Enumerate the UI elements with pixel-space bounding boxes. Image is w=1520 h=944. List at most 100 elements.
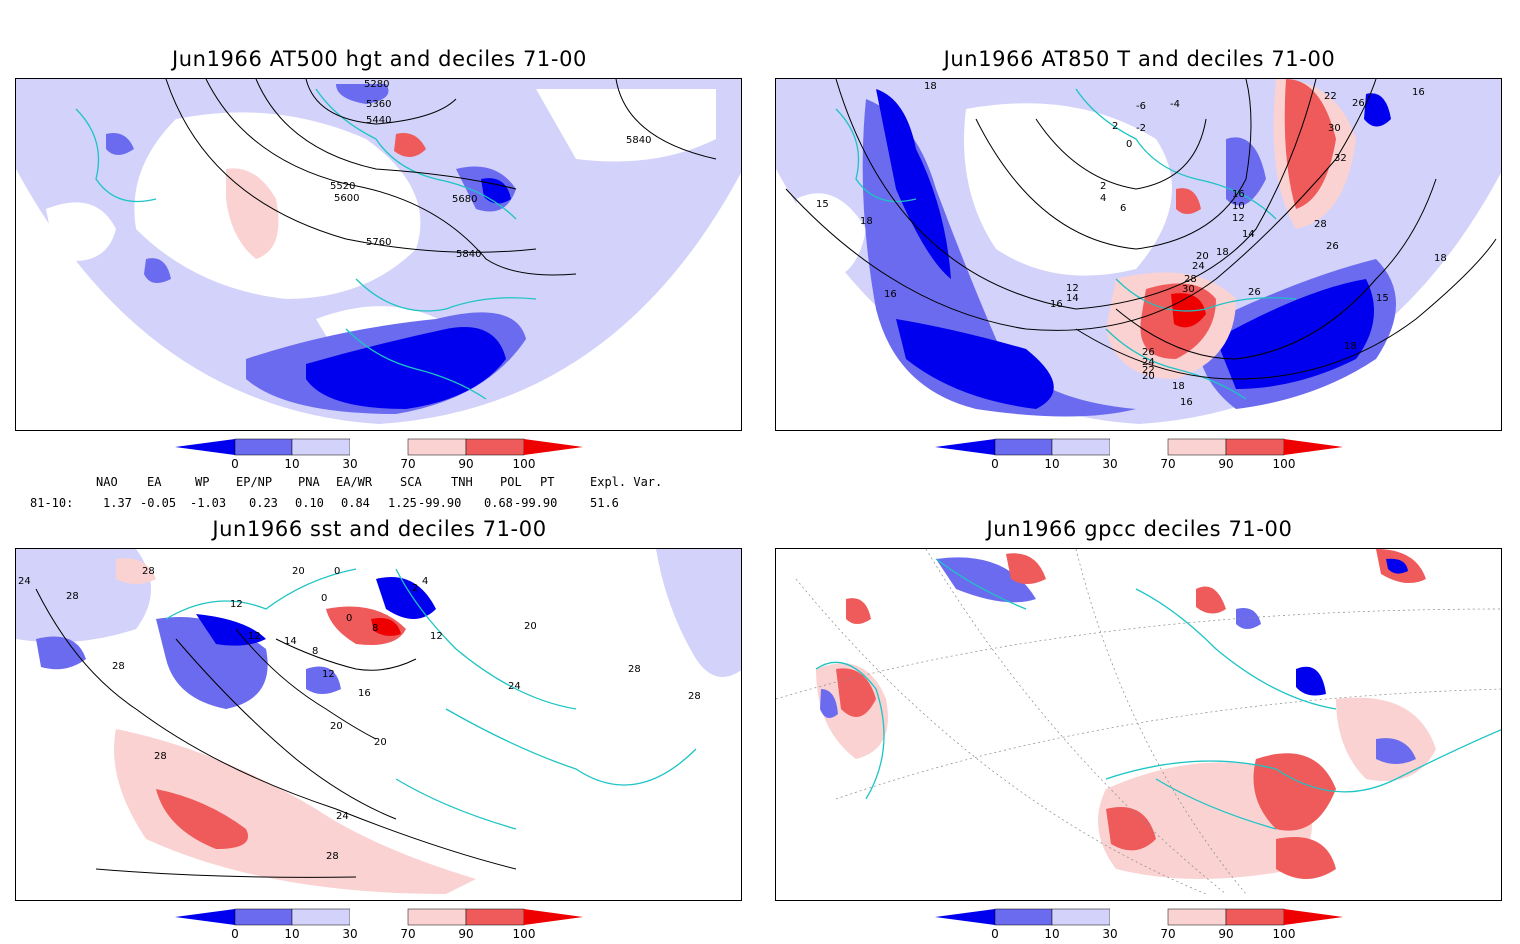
index-header: WP bbox=[195, 475, 210, 489]
decile-0-10-region bbox=[936, 557, 1036, 603]
contour-line bbox=[35, 588, 517, 870]
decile-white-region bbox=[134, 112, 421, 299]
contour-label: 12 bbox=[230, 599, 243, 610]
cbar-seg-90-100 bbox=[1225, 908, 1285, 926]
contour-label: 5840 bbox=[626, 135, 651, 146]
contour-label: 16 bbox=[1050, 299, 1063, 310]
cbar-tick: 100 bbox=[513, 457, 536, 471]
cbar-arrow-left bbox=[175, 439, 235, 455]
contour-label: 10 bbox=[1232, 201, 1245, 212]
contour-label: 20 bbox=[1196, 251, 1209, 262]
decile-90-100-region bbox=[371, 618, 401, 636]
decile-white-region bbox=[964, 103, 1172, 276]
contour-label: 20 bbox=[374, 737, 387, 748]
contour-label: 22 bbox=[1324, 91, 1337, 102]
cbar-seg-10-30 bbox=[1051, 908, 1111, 926]
panel2-map: 18 -6 -4 2 -2 0 22 26 30 32 2 4 6 16 10 … bbox=[775, 78, 1502, 431]
coastline bbox=[815, 558, 1501, 830]
contour-label: 16 bbox=[1412, 87, 1425, 98]
contour-line bbox=[205, 79, 577, 276]
cbar-tick: 0 bbox=[991, 457, 999, 471]
cbar-ticks: 0 10 30 70 90 100 bbox=[231, 457, 535, 471]
cbar-seg-30-70 bbox=[1110, 439, 1168, 455]
coastline bbox=[165, 568, 697, 830]
index-value: 0.10 bbox=[295, 496, 324, 510]
contour-line bbox=[175, 638, 397, 820]
cbar-tick: 90 bbox=[1218, 457, 1233, 471]
index-value: 0.23 bbox=[249, 496, 278, 510]
decile-70-90-region bbox=[1006, 553, 1046, 584]
contour-labels: 18 -6 -4 2 -2 0 22 26 30 32 2 4 6 16 10 … bbox=[816, 81, 1447, 408]
contour-label: 2 bbox=[1100, 181, 1106, 192]
cbar-tick: 100 bbox=[1273, 927, 1296, 940]
cbar-tick: 90 bbox=[458, 927, 473, 940]
cbar-seg-90-100 bbox=[1225, 438, 1285, 456]
contour-line bbox=[1115, 178, 1437, 360]
cbar-seg-70-90 bbox=[407, 908, 467, 926]
contour-line bbox=[305, 79, 457, 125]
panel3-map: 24 28 28 20 0 0 12 4 2 0 12 14 8 8 12 12… bbox=[15, 548, 742, 901]
contour-label: 5440 bbox=[366, 115, 391, 126]
contour-label: 16 bbox=[1232, 189, 1245, 200]
contour-label: 24 bbox=[508, 681, 521, 692]
contour-label: 28 bbox=[1314, 219, 1327, 230]
cbar-seg-10-30 bbox=[291, 438, 351, 456]
contour-line bbox=[1035, 118, 1207, 190]
decile-0-10-region bbox=[1236, 608, 1261, 629]
index-header: POL bbox=[500, 475, 522, 489]
contour-label: 14 bbox=[284, 636, 297, 647]
decile-70-90-region bbox=[1284, 79, 1336, 209]
cbar-tick: 90 bbox=[458, 457, 473, 471]
index-value: 0.84 bbox=[341, 496, 370, 510]
cbar-seg-0-10 bbox=[234, 908, 293, 926]
contour-label: 4 bbox=[422, 576, 428, 587]
decile-10-30-region bbox=[106, 133, 134, 155]
panel2-map-canvas: 18 -6 -4 2 -2 0 22 26 30 32 2 4 6 16 10 … bbox=[776, 79, 1501, 430]
contour-label: 18 bbox=[860, 216, 873, 227]
contour-label: 15 bbox=[816, 199, 829, 210]
contour-label: 0 bbox=[1126, 139, 1132, 150]
cbar-arrow-left bbox=[935, 909, 995, 925]
decile-70-90-region bbox=[156, 789, 248, 849]
contour-label: 24 bbox=[18, 576, 31, 587]
contour-line bbox=[275, 638, 417, 671]
cbar-seg-70-90 bbox=[407, 438, 467, 456]
index-header: SCA bbox=[400, 475, 422, 489]
index-value: 1.25 bbox=[388, 496, 417, 510]
contour-line bbox=[95, 868, 357, 878]
decile-10-30-region bbox=[36, 636, 86, 670]
coastline bbox=[835, 88, 1297, 400]
contour-label: 16 bbox=[358, 688, 371, 699]
contour-label: 2 bbox=[1112, 121, 1118, 132]
contour-label: 2 bbox=[412, 583, 418, 594]
contour-label: 28 bbox=[154, 751, 167, 762]
panel1-map-canvas: 5280 5360 5440 5520 5600 5680 5760 5840 … bbox=[16, 79, 741, 430]
cbar-tick: 30 bbox=[1102, 927, 1117, 940]
contour-label: 18 bbox=[1216, 247, 1229, 258]
index-header: PNA bbox=[298, 475, 320, 489]
decile-70-90-region bbox=[1196, 586, 1226, 614]
decile-0-10-region bbox=[896, 319, 1054, 409]
contour-label: 16 bbox=[1180, 397, 1193, 408]
contour-line bbox=[235, 628, 377, 740]
cbar-tick: 100 bbox=[513, 927, 536, 940]
contour-label: 24 bbox=[1142, 357, 1155, 368]
decile-10-30-region bbox=[306, 666, 341, 694]
contour-label: 5840 bbox=[456, 249, 481, 260]
colorbar-bottom-left: 0 10 30 70 90 100 bbox=[175, 907, 595, 941]
cbar-tick: 70 bbox=[1160, 927, 1175, 940]
panel1-title: Jun1966 AT500 hgt and deciles 71-00 bbox=[171, 47, 587, 71]
contour-label: 30 bbox=[1182, 284, 1195, 295]
index-value: 51.6 bbox=[590, 496, 619, 510]
colorbar-canvas: 0 10 30 70 90 100 bbox=[175, 908, 583, 941]
contour-label: 30 bbox=[1328, 123, 1341, 134]
decile-white-region bbox=[536, 89, 716, 162]
contour-line bbox=[785, 79, 1377, 331]
contour-label: 20 bbox=[330, 721, 343, 732]
decile-70-90-region bbox=[1176, 188, 1201, 214]
cbar-arrow-right bbox=[1284, 909, 1343, 925]
cbar-arrow-right bbox=[1284, 439, 1343, 455]
decile-0-10-region bbox=[306, 327, 506, 409]
cbar-seg-90-100 bbox=[465, 908, 525, 926]
contour-label: 18 bbox=[1344, 341, 1357, 352]
